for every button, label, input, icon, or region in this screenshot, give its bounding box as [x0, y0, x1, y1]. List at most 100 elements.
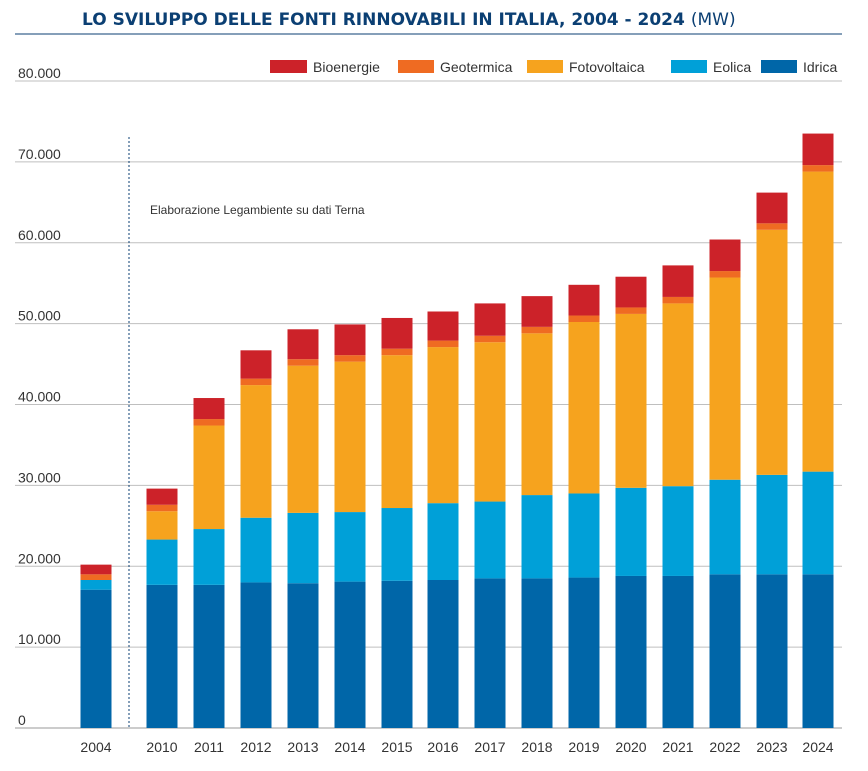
bar-geotermica-2023: [756, 223, 788, 230]
bar-fotovoltaica-2010: [146, 511, 178, 540]
bar-bioenergie-2012: [240, 350, 272, 379]
bar-eolica-2011: [193, 529, 225, 585]
bar-idrica-2018: [521, 578, 553, 728]
bar-bioenergie-2011: [193, 398, 225, 420]
legend-swatch-bioenergie: [270, 60, 307, 73]
bar-eolica-2022: [709, 479, 741, 575]
bar-geotermica-2017: [474, 335, 506, 343]
bar-geotermica-2021: [662, 296, 694, 304]
x-tick-label: 2004: [80, 739, 111, 755]
bar-idrica-2012: [240, 582, 272, 728]
x-tick-label: 2021: [662, 739, 693, 755]
bar-idrica-2017: [474, 578, 506, 728]
legend: Bioenergie Geotermica Fotovoltaica Eolica Id…: [270, 59, 837, 75]
bar-fotovoltaica-2021: [662, 303, 694, 487]
bar-idrica-2004: [80, 589, 112, 728]
bar-idrica-2013: [287, 583, 319, 728]
bar-eolica-2012: [240, 517, 272, 583]
bar-bioenergie-2018: [521, 296, 553, 327]
x-tick-label: 2012: [240, 739, 271, 755]
bar-fotovoltaica-2015: [381, 355, 413, 509]
bar-eolica-2014: [334, 512, 366, 582]
bar-eolica-2024: [802, 471, 834, 575]
bar-bioenergie-2019: [568, 284, 600, 316]
bar-geotermica-2013: [287, 359, 319, 366]
bar-geotermica-2012: [240, 378, 272, 386]
bar-eolica-2023: [756, 474, 788, 575]
x-tick-label: 2014: [334, 739, 365, 755]
bar-eolica-2015: [381, 508, 413, 581]
y-tick-label: 0: [18, 712, 26, 728]
bar-bioenergie-2021: [662, 265, 694, 297]
legend-label-idrica: Idrica: [803, 59, 837, 75]
bar-idrica-2021: [662, 575, 694, 728]
x-tick-label: 2013: [287, 739, 318, 755]
x-tick-label: 2019: [568, 739, 599, 755]
bar-geotermica-2018: [521, 326, 553, 334]
legend-swatch-fotovoltaica: [527, 60, 563, 73]
bar-fotovoltaica-2023: [756, 229, 788, 475]
bar-fotovoltaica-2018: [521, 333, 553, 496]
x-tick-label: 2022: [709, 739, 740, 755]
y-tick-label: 80.000: [18, 65, 61, 81]
bar-bioenergie-2004: [80, 564, 112, 575]
bar-idrica-2016: [427, 579, 459, 728]
y-tick-label: 50.000: [18, 308, 61, 324]
bar-bioenergie-2014: [334, 324, 366, 356]
bar-fotovoltaica-2017: [474, 342, 506, 502]
bar-idrica-2022: [709, 574, 741, 728]
legend-label-eolica: Eolica: [713, 59, 751, 75]
x-tick-label: 2023: [756, 739, 787, 755]
bar-idrica-2024: [802, 574, 834, 728]
x-tick-label: 2017: [474, 739, 505, 755]
bar-idrica-2019: [568, 577, 600, 728]
x-tick-label: 2011: [194, 739, 224, 755]
bar-fotovoltaica-2014: [334, 361, 366, 513]
bar-idrica-2015: [381, 580, 413, 728]
bar-bioenergie-2022: [709, 239, 741, 272]
bar-bioenergie-2013: [287, 329, 319, 360]
bar-idrica-2011: [193, 584, 225, 728]
x-tick-label: 2016: [427, 739, 458, 755]
bar-geotermica-2019: [568, 315, 600, 323]
y-tick-label: 60.000: [18, 227, 61, 243]
legend-swatch-eolica: [671, 60, 707, 73]
bar-fotovoltaica-2011: [193, 425, 225, 530]
legend-swatch-geotermica: [398, 60, 434, 73]
x-tick-label: 2024: [802, 739, 833, 755]
x-tick-label: 2015: [381, 739, 412, 755]
bar-geotermica-2015: [381, 348, 413, 356]
bar-geotermica-2024: [802, 165, 834, 172]
bar-eolica-2013: [287, 512, 319, 584]
y-tick-label: 10.000: [18, 631, 61, 647]
legend-label-geotermica: Geotermica: [440, 59, 513, 75]
bar-fotovoltaica-2022: [709, 277, 741, 480]
x-axis-ticks: 2004 2010 2011 2012 2013 2014 2015 2016 2017 2018…: [80, 739, 833, 755]
y-tick-label: 40.000: [18, 389, 61, 405]
bar-geotermica-2010: [146, 504, 178, 512]
bar-fotovoltaica-2012: [240, 385, 272, 518]
bar-geotermica-2011: [193, 419, 225, 426]
legend-label-fotovoltaica: Fotovoltaica: [569, 59, 645, 75]
bar-fotovoltaica-2020: [615, 313, 647, 488]
bar-fotovoltaica-2016: [427, 347, 459, 504]
bar-bioenergie-2024: [802, 133, 834, 166]
bar-geotermica-2016: [427, 340, 459, 348]
chart-title: LO SVILUPPO DELLE FONTI RINNOVABILI IN I…: [82, 10, 736, 30]
bars: [80, 133, 834, 728]
bar-bioenergie-2017: [474, 303, 506, 336]
bar-geotermica-2022: [709, 271, 741, 278]
bar-idrica-2014: [334, 581, 366, 728]
bar-bioenergie-2010: [146, 488, 178, 505]
bar-bioenergie-2016: [427, 311, 459, 341]
bar-eolica-2004: [80, 579, 112, 590]
bar-eolica-2020: [615, 487, 647, 576]
bar-fotovoltaica-2013: [287, 365, 319, 513]
bar-geotermica-2020: [615, 307, 647, 314]
bar-eolica-2010: [146, 539, 178, 585]
bar-eolica-2017: [474, 501, 506, 579]
y-tick-label: 20.000: [18, 550, 61, 566]
x-tick-label: 2018: [521, 739, 552, 755]
x-tick-label: 2010: [146, 739, 177, 755]
bar-fotovoltaica-2024: [802, 171, 834, 472]
